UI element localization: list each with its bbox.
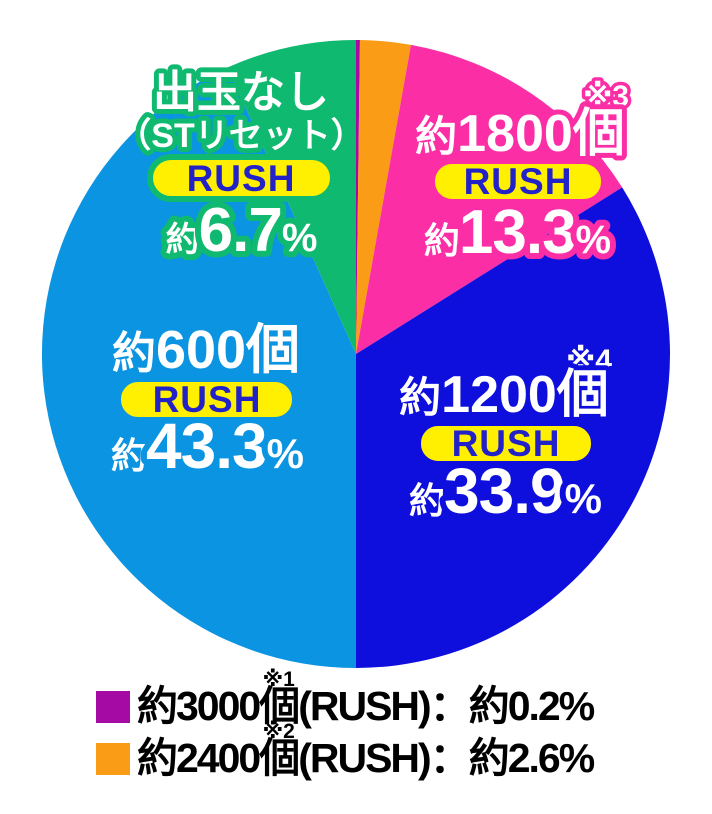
pie-slice-0 bbox=[356, 39, 360, 355]
legend-suffix: (RUSH)：約2.6% bbox=[298, 735, 595, 781]
blue-label-title: 約1200個 bbox=[399, 366, 609, 424]
green-rush-pill bbox=[147, 154, 336, 202]
legend-text-3000: 約3000 ※1 個(RUSH)：約0.2% bbox=[137, 669, 595, 729]
pie-slice-1 bbox=[356, 40, 411, 355]
pink-label-title: 約1800個 bbox=[415, 105, 625, 163]
blue-rush-label: RUSH bbox=[452, 423, 561, 464]
legend-suffix: (RUSH)：約0.2% bbox=[298, 683, 595, 729]
legend-swatch-orange bbox=[96, 742, 130, 775]
lightblue-label-title: 約600個 bbox=[112, 320, 300, 380]
blue-percent: 約33.9% bbox=[409, 455, 602, 527]
label-group-1800: ※3 約1800個 RUSH 約13.3% bbox=[410, 77, 632, 274]
label-group-600: 約600個 RUSH 約43.3% bbox=[105, 315, 311, 488]
blue-note: ※4 bbox=[566, 344, 612, 377]
lightblue-rush-pill bbox=[115, 376, 298, 423]
legend-amount: 約3000 bbox=[137, 683, 261, 729]
legend-row-2400: 約2400 ※2 個(RUSH)：約2.6% bbox=[96, 721, 595, 782]
legend: 約3000 ※1 個(RUSH)：約0.2% 約2400 ※2 個(RUSH)：約2.6… bbox=[96, 669, 595, 782]
legend-unit-with-note: ※1 個 bbox=[259, 669, 300, 729]
legend-unit-with-note: ※2 個 bbox=[259, 721, 300, 781]
green-percent: 約6.7% bbox=[166, 196, 317, 265]
legend-unit: 個 bbox=[259, 735, 300, 781]
legend-note: ※1 bbox=[262, 668, 295, 691]
pink-note: ※3 bbox=[583, 80, 629, 113]
legend-row-3000: 約3000 ※1 個(RUSH)：約0.2% bbox=[96, 669, 595, 730]
label-group-st-reset: 出玉なし （STリセット） RUSH 約6.7% bbox=[112, 63, 369, 271]
lightblue-rush-label: RUSH bbox=[153, 379, 262, 420]
legend-swatch-purple bbox=[96, 690, 130, 723]
pie-slice-4 bbox=[41, 67, 356, 668]
label-group-1200: ※4 約1200個 RUSH 約33.9% bbox=[394, 341, 616, 534]
legend-unit: 個 bbox=[259, 683, 300, 729]
payout-pie-chart: 出玉なし （STリセット） RUSH 約6.7% ※3 約1800個 RUSH … bbox=[41, 39, 670, 669]
pink-rush-label: RUSH bbox=[464, 161, 573, 202]
pink-rush-pill bbox=[429, 158, 607, 205]
legend-amount: 約2400 bbox=[137, 735, 261, 781]
legend-text-2400: 約2400 ※2 個(RUSH)：約2.6% bbox=[137, 721, 595, 781]
blue-rush-pill bbox=[415, 420, 597, 467]
legend-note: ※2 bbox=[262, 720, 295, 743]
green-label-subtitle: （STリセット） bbox=[117, 116, 364, 155]
pink-percent: 約13.3% bbox=[424, 198, 611, 267]
green-rush-label: RUSH bbox=[187, 158, 296, 199]
lightblue-percent: 約43.3% bbox=[111, 410, 304, 482]
green-label-title: 出玉なし bbox=[153, 68, 329, 117]
